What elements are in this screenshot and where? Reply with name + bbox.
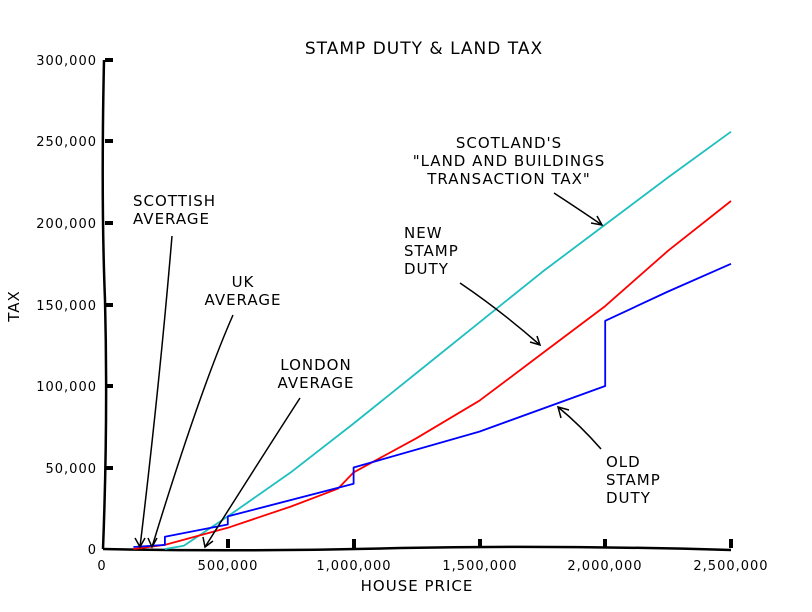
- x-axis: [102, 545, 732, 552]
- svg-text:STAMP: STAMP: [404, 242, 459, 260]
- svg-text:AVERAGE: AVERAGE: [133, 210, 210, 228]
- chart-title: STAMP DUTY & LAND TAX: [305, 39, 543, 59]
- annotation-london-average: LONDON AVERAGE: [278, 356, 355, 392]
- annotation-uk-average: UK AVERAGE: [205, 273, 282, 309]
- svg-text:"LAND AND BUILDINGS: "LAND AND BUILDINGS: [413, 152, 606, 170]
- svg-text:50,000: 50,000: [46, 462, 98, 477]
- svg-text:OLD: OLD: [606, 453, 641, 471]
- series-lbtt-line: [164, 130, 732, 550]
- svg-text:DUTY: DUTY: [404, 260, 449, 278]
- svg-text:150,000: 150,000: [36, 299, 97, 314]
- x-tick-labels: 0 500,000 1,000,000 1,500,000 2,000,000 …: [97, 559, 768, 574]
- annotation-scottish-average: SCOTTISH AVERAGE: [133, 192, 216, 228]
- series-old-stamp-duty-line: [133, 262, 732, 548]
- x-ticks: [226, 539, 733, 548]
- svg-text:LONDON: LONDON: [280, 356, 351, 374]
- svg-text:DUTY: DUTY: [606, 489, 651, 507]
- svg-text:STAMP: STAMP: [606, 471, 661, 489]
- svg-text:0: 0: [97, 559, 106, 574]
- svg-text:2,000,000: 2,000,000: [567, 559, 642, 574]
- series-layer: [133, 130, 732, 550]
- annotation-new-stamp-duty: NEW STAMP DUTY: [404, 224, 459, 278]
- annotation-old-stamp-duty: OLD STAMP DUTY: [606, 453, 661, 507]
- y-ticks: [105, 58, 113, 470]
- annotation-arrows: [134, 192, 604, 549]
- svg-text:0: 0: [88, 543, 97, 558]
- svg-text:UK: UK: [232, 273, 255, 291]
- svg-text:500,000: 500,000: [198, 559, 259, 574]
- svg-text:AVERAGE: AVERAGE: [278, 374, 355, 392]
- svg-text:AVERAGE: AVERAGE: [205, 291, 282, 309]
- svg-text:1,500,000: 1,500,000: [442, 559, 517, 574]
- svg-text:250,000: 250,000: [36, 135, 97, 150]
- svg-text:200,000: 200,000: [36, 217, 97, 232]
- svg-text:TRANSACTION TAX": TRANSACTION TAX": [426, 170, 591, 188]
- svg-text:100,000: 100,000: [36, 380, 97, 395]
- svg-text:300,000: 300,000: [36, 54, 97, 69]
- svg-text:SCOTLAND'S: SCOTLAND'S: [456, 134, 562, 152]
- annotation-scotland-lbtt: SCOTLAND'S "LAND AND BUILDINGS TRANSACTI…: [413, 134, 606, 188]
- y-tick-labels: 300,000 250,000 200,000 150,000 100,000 …: [36, 54, 98, 558]
- svg-text:2,500,000: 2,500,000: [693, 559, 768, 574]
- svg-text:SCOTTISH: SCOTTISH: [133, 192, 216, 210]
- svg-text:1,000,000: 1,000,000: [316, 559, 391, 574]
- y-axis-label: TAX: [5, 290, 23, 323]
- series-new-stamp-duty-line: [133, 200, 732, 550]
- x-axis-label: HOUSE PRICE: [361, 577, 474, 595]
- svg-text:NEW: NEW: [404, 224, 443, 242]
